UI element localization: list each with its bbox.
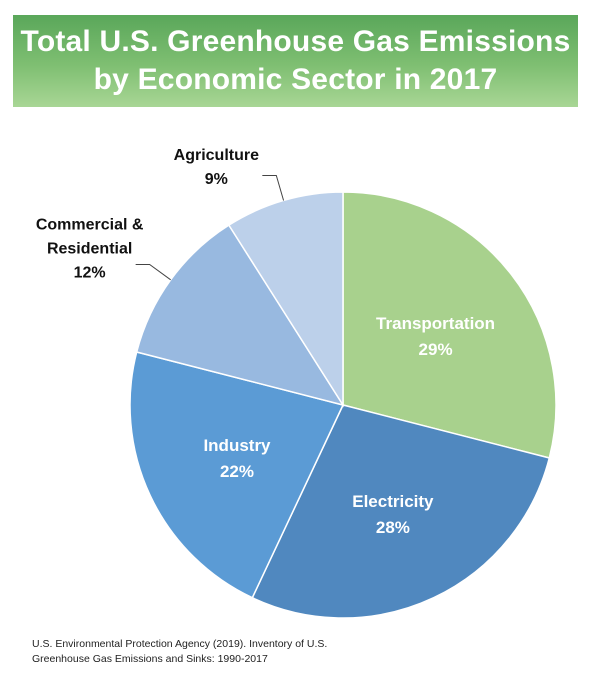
- chart-title-line-2: by Economic Sector in 2017: [93, 63, 498, 96]
- slice-label-electricity: Electricity: [352, 492, 434, 511]
- source-line-1: U.S. Environmental Protection Agency (20…: [32, 638, 328, 650]
- slice-label-industry: Industry: [203, 436, 271, 455]
- slice-value-industry: 22%: [220, 462, 254, 481]
- pie-slice-electricity: [251, 404, 551, 619]
- slice-value-commercial-and-residential: 12%: [74, 265, 106, 282]
- title-banner: Total U.S. Greenhouse Gas Emissions by E…: [13, 15, 578, 107]
- slice-label-commercial-and-residential-line-1: Commercial &: [36, 217, 144, 234]
- pie-slice-transportation: [342, 191, 557, 459]
- slice-value-electricity: 28%: [376, 518, 410, 537]
- chart-title-line-1: Total U.S. Greenhouse Gas Emissions: [20, 25, 571, 58]
- slice-value-transportation: 29%: [419, 340, 453, 359]
- pie-slice-industry: [129, 351, 345, 599]
- slice-value-agriculture: 9%: [205, 171, 228, 188]
- slice-label-commercial-and-residential-line-2: Residential: [47, 241, 132, 258]
- slice-label-agriculture: Agriculture: [174, 147, 259, 164]
- leader-line-agriculture: [262, 174, 285, 201]
- source-citation: U.S. Environmental Protection Agency (20…: [32, 637, 432, 667]
- slice-label-transportation: Transportation: [376, 314, 495, 333]
- pie-slice-commercial-and-residential: [135, 224, 345, 407]
- leader-line-commercial-and-residential: [135, 264, 171, 281]
- source-line-2: Greenhouse Gas Emissions and Sinks: 1990…: [32, 653, 268, 665]
